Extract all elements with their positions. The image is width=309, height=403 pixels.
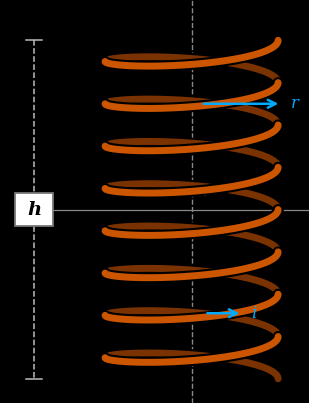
Text: i: i — [252, 305, 257, 322]
Text: r: r — [290, 95, 298, 112]
FancyBboxPatch shape — [15, 193, 53, 226]
Text: h: h — [27, 201, 41, 218]
